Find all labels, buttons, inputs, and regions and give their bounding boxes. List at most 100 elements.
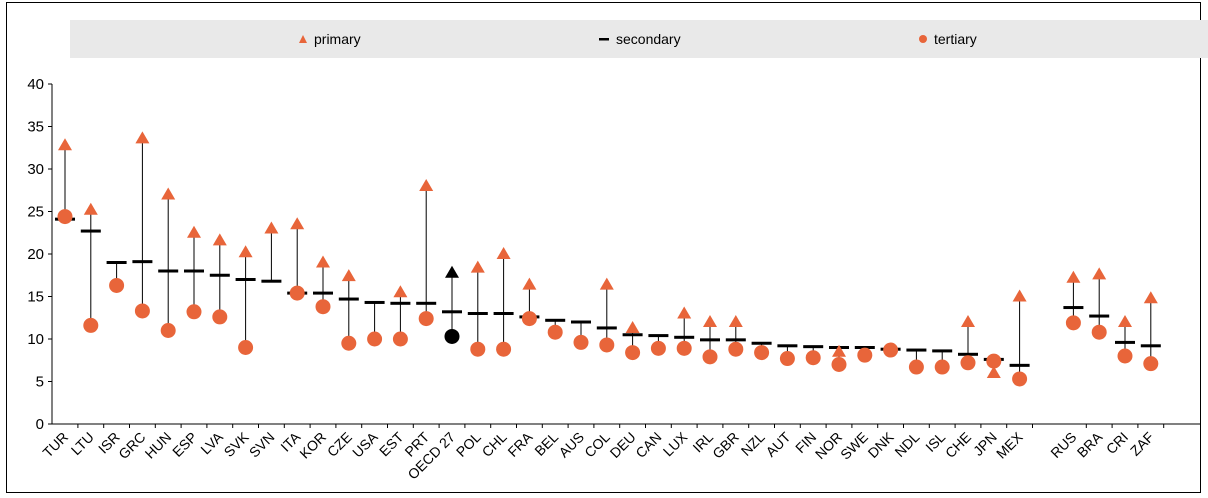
category-label: DNK <box>865 428 898 461</box>
primary-marker <box>677 306 692 319</box>
legend-label-tertiary: tertiary <box>934 31 977 47</box>
tertiary-marker <box>728 341 744 357</box>
secondary-marker <box>854 346 875 349</box>
primary-marker <box>341 269 356 282</box>
tertiary-marker <box>392 331 408 347</box>
tertiary-marker <box>1091 324 1107 340</box>
y-tick-label: 5 <box>36 374 44 391</box>
tertiary-marker <box>883 342 899 358</box>
primary-marker <box>238 245 253 258</box>
secondary-marker <box>958 352 978 356</box>
category-label: NOR <box>812 429 845 462</box>
tertiary-marker <box>779 351 795 367</box>
tertiary-marker <box>960 355 976 371</box>
primary-marker <box>1012 289 1027 302</box>
tertiary-marker <box>496 341 512 357</box>
secondary-marker <box>932 349 953 353</box>
category-label: USA <box>349 428 381 460</box>
tertiary-marker <box>573 334 589 350</box>
category-label: POL <box>453 429 484 460</box>
secondary-marker <box>313 291 333 295</box>
y-tick-label: 30 <box>27 161 44 178</box>
tertiary-marker <box>521 311 537 327</box>
tertiary-marker <box>160 323 176 338</box>
secondary-marker <box>338 297 359 301</box>
secondary-marker <box>1063 306 1084 310</box>
primary-marker <box>393 285 408 298</box>
circle-icon <box>919 35 927 43</box>
category-label: SVN <box>246 429 278 461</box>
primary-marker <box>316 255 330 268</box>
primary-marker <box>986 366 1001 378</box>
primary-marker <box>961 315 975 327</box>
tertiary-marker <box>702 349 718 365</box>
secondary-marker <box>648 334 669 338</box>
secondary-marker <box>1089 314 1110 318</box>
secondary-marker <box>106 261 127 264</box>
y-tick-label: 0 <box>36 416 44 433</box>
tertiary-marker <box>367 331 383 347</box>
primary-marker <box>212 233 227 246</box>
tertiary-marker <box>1012 371 1028 387</box>
secondary-marker <box>390 301 411 305</box>
primary-marker <box>832 344 846 357</box>
secondary-marker <box>235 278 256 281</box>
primary-marker <box>599 277 614 290</box>
secondary-marker <box>364 300 385 304</box>
category-label: GRC <box>115 429 148 462</box>
category-label: LUX <box>660 428 691 459</box>
secondary-marker <box>493 312 514 315</box>
secondary-marker <box>158 269 179 273</box>
category-label: BEL <box>531 429 561 459</box>
secondary-marker <box>725 338 746 342</box>
primary-marker <box>187 225 201 238</box>
tertiary-marker <box>625 345 641 361</box>
secondary-marker <box>1140 344 1161 348</box>
primary-marker <box>470 260 485 273</box>
tertiary-marker <box>650 340 666 356</box>
category-label: LTU <box>68 429 97 458</box>
secondary-marker <box>571 320 591 324</box>
y-tick-label: 35 <box>27 119 44 136</box>
primary-marker <box>496 247 511 259</box>
secondary-marker <box>596 326 617 330</box>
secondary-marker <box>1115 340 1135 344</box>
category-label: AUS <box>555 429 587 461</box>
tertiary-marker <box>599 337 615 353</box>
primary-marker <box>728 315 743 327</box>
secondary-marker <box>674 335 695 339</box>
primary-marker <box>445 265 459 278</box>
legend: primary secondary tertiary <box>70 20 1208 58</box>
secondary-marker <box>261 279 282 283</box>
legend-item-primary: primary <box>298 20 361 58</box>
y-tick-label: 40 <box>27 76 44 93</box>
category-label: CHL <box>479 429 510 460</box>
secondary-marker <box>545 318 566 322</box>
tertiary-marker <box>212 309 228 325</box>
category-label: BRA <box>1074 428 1106 460</box>
secondary-marker <box>751 341 772 345</box>
tertiary-marker <box>1143 356 1159 372</box>
dash-icon <box>599 38 609 41</box>
category-label: AUT <box>762 428 793 459</box>
category-label: ESP <box>169 429 200 460</box>
tertiary-marker <box>289 285 305 301</box>
primary-marker <box>1143 291 1158 304</box>
secondary-marker <box>184 269 204 273</box>
category-label: DEU <box>607 429 639 461</box>
category-label: RUS <box>1047 429 1079 461</box>
category-label: NDL <box>891 429 922 460</box>
tertiary-marker <box>805 350 821 366</box>
category-label: NZL <box>738 429 768 459</box>
tertiary-marker <box>57 209 73 225</box>
category-label: ZAF <box>1127 429 1157 459</box>
y-tick-label: 20 <box>27 246 44 263</box>
secondary-marker <box>700 338 720 342</box>
legend-label-secondary: secondary <box>616 31 681 47</box>
primary-marker <box>83 202 98 215</box>
category-label: GBR <box>709 429 742 462</box>
legend-item-secondary: secondary <box>598 20 681 58</box>
primary-marker <box>625 320 640 333</box>
primary-marker <box>703 315 717 327</box>
tertiary-marker <box>754 345 770 361</box>
